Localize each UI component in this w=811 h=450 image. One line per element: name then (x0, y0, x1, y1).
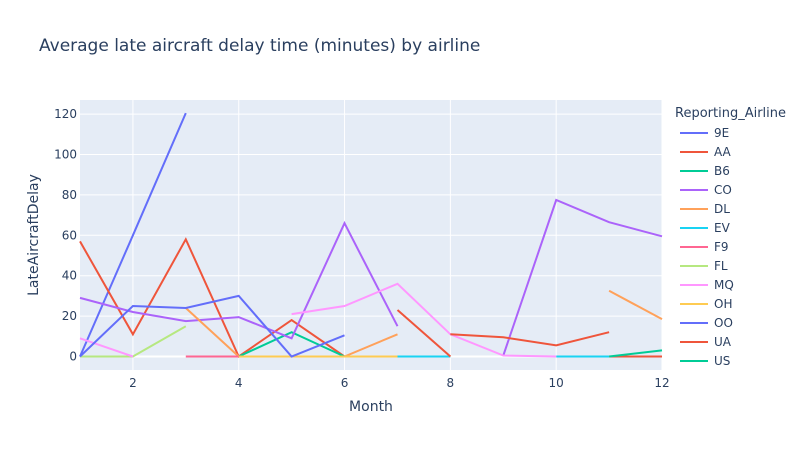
legend-label: F9 (714, 240, 729, 254)
x-tick-label: 12 (654, 376, 669, 390)
series-line-9e (79, 112, 187, 357)
legend-item-ev[interactable]: EV (680, 221, 731, 235)
series-mq (79, 282, 557, 358)
y-tick-label: 60 (62, 228, 77, 242)
legend-label: AA (714, 145, 732, 159)
legend-item-fl[interactable]: FL (680, 259, 728, 273)
legend-label: B6 (714, 164, 730, 178)
legend-item-f9[interactable]: F9 (680, 240, 729, 254)
y-tick-label: 100 (54, 148, 77, 162)
x-tick-label: 2 (129, 376, 137, 390)
series-co (79, 198, 663, 356)
series-line-mq (291, 282, 557, 358)
legend-item-b6[interactable]: B6 (680, 164, 730, 178)
series-layer (79, 112, 663, 359)
legend-item-mq[interactable]: MQ (680, 278, 734, 292)
series-line-b6 (238, 331, 345, 358)
series-line-dl (608, 289, 663, 320)
legend-label: US (714, 354, 730, 368)
series-ua (396, 309, 662, 358)
series-line-mq (79, 337, 134, 358)
series-us (608, 349, 663, 358)
y-tick-label: 120 (54, 107, 77, 121)
legend-item-co[interactable]: CO (680, 183, 732, 197)
y-axis-ticks: 0 20 40 60 80 100 120 (54, 107, 77, 363)
legend-label: OH (714, 297, 732, 311)
x-axis-title: Month (349, 399, 393, 415)
y-tick-label: 80 (62, 188, 77, 202)
series-line-us (608, 349, 663, 358)
legend-item-9e[interactable]: 9E (680, 126, 729, 140)
legend[interactable]: 9E AA B6 CO DL EV F9 FL MQ OH OO UA US (680, 126, 734, 368)
series-line-co (502, 198, 663, 356)
x-tick-label: 8 (447, 376, 455, 390)
legend-label: UA (714, 335, 732, 349)
y-tick-label: 0 (69, 349, 77, 363)
legend-label: OO (714, 316, 733, 330)
y-tick-label: 40 (62, 269, 77, 283)
chart-title: Average late aircraft delay time (minute… (39, 36, 480, 56)
legend-label: EV (714, 221, 731, 235)
x-tick-label: 6 (341, 376, 349, 390)
legend-item-oh[interactable]: OH (680, 297, 732, 311)
legend-title: Reporting_Airline (675, 106, 786, 121)
x-tick-label: 4 (235, 376, 243, 390)
series-oo (79, 294, 345, 358)
legend-item-ua[interactable]: UA (680, 335, 732, 349)
legend-label: 9E (714, 126, 729, 140)
series-line-co (79, 220, 399, 340)
legend-label: MQ (714, 278, 734, 292)
legend-item-aa[interactable]: AA (680, 145, 732, 159)
legend-label: DL (714, 202, 730, 216)
legend-item-dl[interactable]: DL (680, 202, 730, 216)
legend-item-us[interactable]: US (680, 354, 730, 368)
series-line-ua (396, 309, 452, 358)
legend-label: CO (714, 183, 732, 197)
legend-label: FL (714, 259, 728, 273)
series-line-ua (450, 331, 610, 347)
x-axis-ticks: 2 4 6 8 10 12 (129, 376, 670, 390)
x-tick-label: 10 (549, 376, 564, 390)
series-9e (79, 112, 187, 357)
y-axis-title: LateAircraftDelay (26, 174, 42, 296)
y-tick-label: 20 (62, 309, 77, 323)
series-line-oo (79, 294, 345, 358)
series-line-aa (79, 237, 346, 359)
series-b6 (238, 331, 345, 358)
series-aa (79, 237, 346, 359)
legend-item-oo[interactable]: OO (680, 316, 733, 330)
